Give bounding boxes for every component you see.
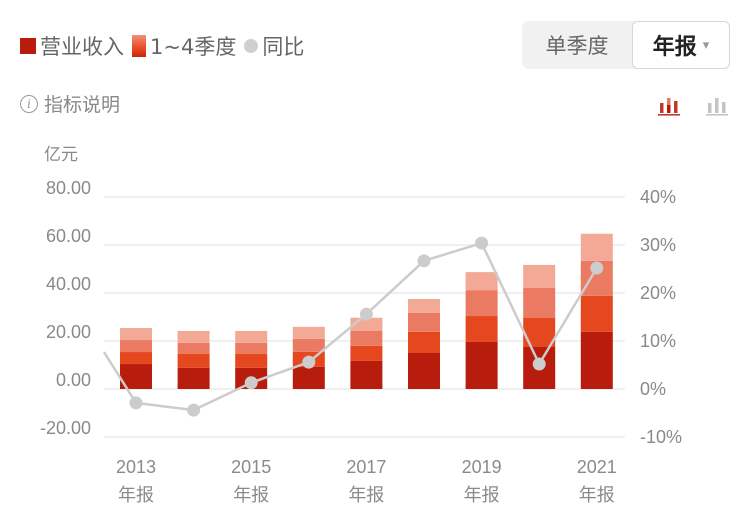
legend-yoy-label: 同比 <box>262 35 305 59</box>
bar-segment-Q3 <box>523 287 556 318</box>
annual-report-label: 年报 <box>652 35 697 60</box>
x-tick-suffix: 年报 <box>579 485 615 505</box>
y2-tick-label: 30% <box>640 235 676 255</box>
bar-segment-Q2 <box>235 353 268 368</box>
bar-segment-Q1 <box>292 366 325 389</box>
tab-single-quarter[interactable]: 单季度 <box>522 21 632 69</box>
legend-quarters-label: 1~4季度 <box>150 35 237 59</box>
bar-segment-Q1 <box>177 367 210 389</box>
x-tick-year: 2013 <box>116 457 156 477</box>
annual-report-dropdown[interactable]: 年报 ▾ <box>632 21 730 69</box>
bar-segment-Q3 <box>465 290 498 317</box>
indicator-explanation-link[interactable]: i 指标说明 <box>20 90 120 117</box>
x-tick-year: 2015 <box>231 457 271 477</box>
bar-segment-Q3 <box>120 340 152 353</box>
period-toggle: 单季度 年报 ▾ <box>522 21 730 69</box>
bar-2021年报[interactable] <box>580 233 613 389</box>
bar-segment-Q4 <box>523 264 556 288</box>
y-axis-unit-label: 亿元 <box>44 145 78 165</box>
yoy-point[interactable] <box>532 357 546 371</box>
bar-segment-Q3 <box>177 342 210 354</box>
y2-tick-label: 0% <box>640 379 666 399</box>
bar-2015年报[interactable] <box>235 330 268 389</box>
legend-revenue-label: 营业收入 <box>40 35 124 59</box>
bar-2013年报[interactable] <box>120 328 152 389</box>
yoy-point[interactable] <box>359 307 373 321</box>
chevron-down-icon: ▾ <box>702 37 710 53</box>
bar-segment-Q1 <box>408 353 440 389</box>
x-tick-year: 2017 <box>346 457 386 477</box>
bar-segment-Q4 <box>235 330 268 343</box>
x-tick-suffix: 年报 <box>348 485 384 505</box>
y-tick-label: 20.00 <box>46 322 91 342</box>
x-tick-suffix: 年报 <box>464 485 500 505</box>
bar-segment-Q4 <box>120 328 152 341</box>
x-tick-suffix: 年报 <box>233 485 269 505</box>
y2-tick-label: 40% <box>640 187 676 207</box>
bar-segment-Q4 <box>580 233 613 261</box>
bar-segment-Q3 <box>408 312 440 332</box>
yoy-line <box>102 236 604 417</box>
bar-segment-Q2 <box>580 295 613 332</box>
bar-segment-Q4 <box>408 299 440 313</box>
y-axis-right: 40% 30% 20% 10% 0% -10% <box>640 187 682 447</box>
yoy-point[interactable] <box>475 236 489 250</box>
y-tick-label: 80.00 <box>46 178 91 198</box>
stacked-bars <box>120 233 613 389</box>
y2-tick-label: -10% <box>640 427 682 447</box>
x-tick-year: 2019 <box>462 457 502 477</box>
indicator-explanation-label: 指标说明 <box>44 94 121 116</box>
bar-segment-Q2 <box>465 316 498 342</box>
x-axis: 2013 年报 2015 年报 2017 年报 2019 年报 2021 年报 <box>116 457 617 505</box>
bar-segment-Q4 <box>465 272 498 291</box>
bar-2020年报[interactable] <box>523 264 556 389</box>
bar-2016年报[interactable] <box>292 326 325 389</box>
bar-segment-Q1 <box>350 360 383 389</box>
bar-2017年报[interactable] <box>350 317 383 389</box>
bar-2014年报[interactable] <box>177 330 210 389</box>
legend-item-yoy[interactable]: 同比 <box>244 31 304 61</box>
quarters-swatch-icon <box>132 35 146 57</box>
yoy-point[interactable] <box>302 355 316 369</box>
y-tick-label: -20.00 <box>40 418 91 438</box>
yoy-dot-icon <box>244 39 259 53</box>
x-tick-suffix: 年报 <box>118 485 154 505</box>
bar-segment-Q2 <box>408 331 440 353</box>
bar-2018年报[interactable] <box>408 299 440 389</box>
revenue-swatch-icon <box>20 38 36 54</box>
yoy-point[interactable] <box>244 376 258 390</box>
stacked-bar-chart-icon[interactable] <box>656 94 682 116</box>
yoy-point[interactable] <box>417 254 431 268</box>
bar-segment-Q4 <box>177 330 210 343</box>
y-tick-label: 0.00 <box>56 370 91 390</box>
bar-segment-Q2 <box>177 353 210 368</box>
bar-segment-Q3 <box>235 342 268 354</box>
y-tick-label: 40.00 <box>46 274 91 294</box>
info-circle-icon: i <box>20 94 38 113</box>
y-axis-left: 80.00 60.00 40.00 20.00 0.00 -20.00 <box>40 178 91 438</box>
bar-segment-Q2 <box>120 352 152 365</box>
y2-tick-label: 20% <box>640 283 676 303</box>
legend-item-revenue[interactable]: 营业收入 <box>20 31 124 61</box>
y2-tick-label: 10% <box>640 331 676 351</box>
y-tick-label: 60.00 <box>46 226 91 246</box>
bar-segment-Q1 <box>465 341 498 389</box>
bar-segment-Q2 <box>350 345 383 361</box>
legend-item-quarters[interactable]: 1~4季度 <box>132 31 236 61</box>
tab-single-quarter-label: 单季度 <box>545 34 609 58</box>
bar-chart-icon[interactable] <box>704 94 730 116</box>
bar-segment-Q3 <box>350 330 383 346</box>
bar-segment-Q1 <box>580 331 613 389</box>
bar-segment-Q4 <box>292 326 325 339</box>
yoy-polyline <box>102 241 598 412</box>
x-tick-year: 2021 <box>577 457 617 477</box>
yoy-point[interactable] <box>129 396 143 410</box>
yoy-point[interactable] <box>187 403 201 417</box>
bar-2019年报[interactable] <box>465 272 498 389</box>
yoy-point[interactable] <box>590 261 604 275</box>
chart-legend: 营业收入 1~4季度 同比 <box>20 30 312 62</box>
bar-segment-Q3 <box>292 338 325 352</box>
